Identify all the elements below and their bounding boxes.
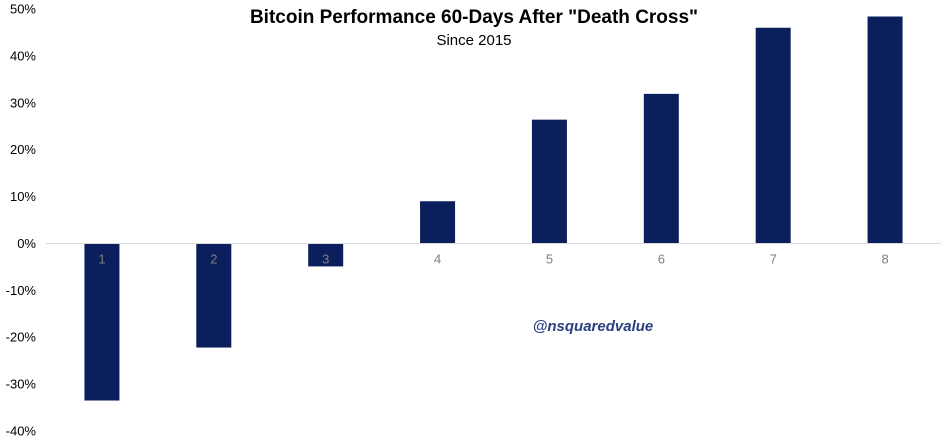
bar [867,16,903,244]
y-tick-label: -30% [6,377,37,392]
bar [196,243,232,348]
bar [643,93,679,244]
y-axis-tick-labels: 50% 40% 30% 20% 10% 0% -10% -20% -30% -40% [6,2,37,439]
x-tick-label: 1 [98,251,105,266]
y-tick-label: -10% [6,283,37,298]
y-tick-label: -20% [6,330,37,345]
y-tick-label: -40% [6,424,37,439]
bar [755,27,791,244]
y-tick-label: 20% [10,142,36,157]
chart-subtitle: Since 2015 [436,32,511,49]
x-tick-label: 7 [770,251,777,266]
bar [84,243,120,401]
watermark-annotation: @nsquaredvalue [533,318,654,335]
y-tick-label: 10% [10,189,36,204]
x-tick-label: 2 [210,251,217,266]
bars [84,16,903,401]
y-tick-label: 30% [10,95,36,110]
y-tick-label: 50% [10,2,36,17]
chart-title: Bitcoin Performance 60-Days After "Death… [250,7,698,28]
bar [420,201,456,244]
bar [531,119,567,244]
x-tick-label: 4 [434,251,441,266]
x-tick-label: 5 [546,251,553,266]
y-tick-label: 0% [17,236,36,251]
x-tick-label: 8 [881,251,888,266]
y-tick-label: 40% [10,48,36,63]
x-axis-tick-labels: 1 2 3 4 5 6 7 8 [98,251,888,266]
x-tick-label: 6 [658,251,665,266]
x-tick-label: 3 [322,251,329,266]
bar [308,243,344,267]
